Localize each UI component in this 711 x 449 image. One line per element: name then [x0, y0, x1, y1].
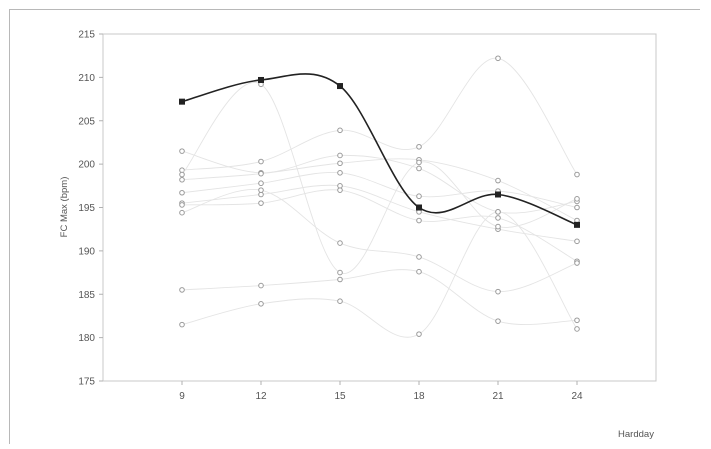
y-tick-label: 180 [78, 333, 95, 344]
series-point [258, 282, 264, 289]
series-point [179, 176, 185, 183]
series-point [337, 240, 343, 246]
y-tick-label: 215 [78, 30, 95, 41]
y-tick-label: 210 [78, 73, 95, 84]
highlight-point [574, 221, 580, 228]
series-point [179, 148, 185, 154]
series-point [416, 331, 422, 337]
series-point [495, 288, 501, 295]
series-line-1 [181, 150, 578, 214]
y-axis-title: FC Max (bpm) [59, 177, 70, 238]
x-tick-label: 24 [571, 391, 583, 402]
series-line-4 [181, 172, 578, 208]
series-point [416, 193, 422, 200]
series-point [416, 165, 422, 172]
series-point [337, 269, 343, 276]
x-axis-title: Hardday [618, 429, 654, 440]
plot-area [102, 33, 657, 382]
series-point [495, 223, 501, 230]
series-line-8 [181, 269, 578, 326]
series-point [495, 215, 501, 221]
series-point [337, 160, 343, 167]
series-point [179, 209, 185, 216]
series-line-3 [181, 158, 578, 221]
series-layer [179, 55, 580, 338]
chart-frame [9, 9, 700, 444]
series-point [179, 171, 185, 178]
series-point [416, 254, 422, 260]
series-point [495, 177, 501, 184]
series-point [495, 55, 501, 62]
y-tick-label: 185 [78, 290, 95, 301]
series-line-2 [181, 57, 578, 175]
y-tick-label: 200 [78, 160, 95, 171]
series-point [574, 196, 580, 202]
series-point [574, 260, 580, 266]
series-point [179, 202, 185, 208]
series-point [495, 209, 501, 215]
series-line-5 [181, 184, 578, 242]
series-point [337, 276, 343, 283]
series-point [179, 189, 185, 196]
highlight-point [179, 98, 185, 105]
series-point [416, 159, 422, 166]
highlight-layer [179, 73, 580, 228]
y-tick-label: 205 [78, 116, 95, 127]
series-point [337, 170, 343, 176]
series-point [179, 321, 185, 328]
x-tick-label: 9 [179, 391, 185, 402]
x-tick-label: 18 [413, 391, 425, 402]
series-point [574, 238, 580, 245]
series-line-10 [181, 81, 578, 274]
y-axis-ticks: 175 180 185 190 195 200 205 210 215 [78, 30, 103, 388]
series-point [258, 180, 264, 187]
series-point [258, 170, 264, 177]
series-line-9 [181, 211, 578, 338]
series-point [574, 204, 580, 211]
series-point [495, 318, 501, 324]
highlight-point [495, 191, 501, 198]
series-point [416, 268, 422, 275]
highlight-point [337, 83, 343, 90]
x-tick-label: 15 [334, 391, 346, 402]
series-point [574, 326, 580, 332]
highlight-point [416, 204, 422, 211]
series-point [337, 187, 343, 193]
series-point [258, 300, 264, 307]
y-tick-label: 175 [78, 377, 95, 388]
x-tick-label: 21 [492, 391, 504, 402]
series-point [337, 298, 343, 304]
series-line-7 [181, 189, 578, 293]
highlight-line [181, 73, 578, 226]
series-point [179, 287, 185, 293]
series-point [258, 158, 264, 165]
y-tick-label: 190 [78, 246, 95, 257]
series-point [258, 187, 264, 193]
series-point [416, 217, 422, 224]
x-tick-label: 12 [255, 391, 267, 402]
series-point [337, 152, 343, 159]
highlight-point [258, 76, 264, 83]
series-point [574, 317, 580, 324]
series-point [258, 200, 264, 206]
x-axis-ticks: 9 12 15 18 21 24 [179, 381, 583, 402]
series-point [574, 171, 580, 178]
series-point [416, 143, 422, 150]
series-point [337, 127, 343, 134]
y-tick-label: 195 [78, 203, 95, 214]
